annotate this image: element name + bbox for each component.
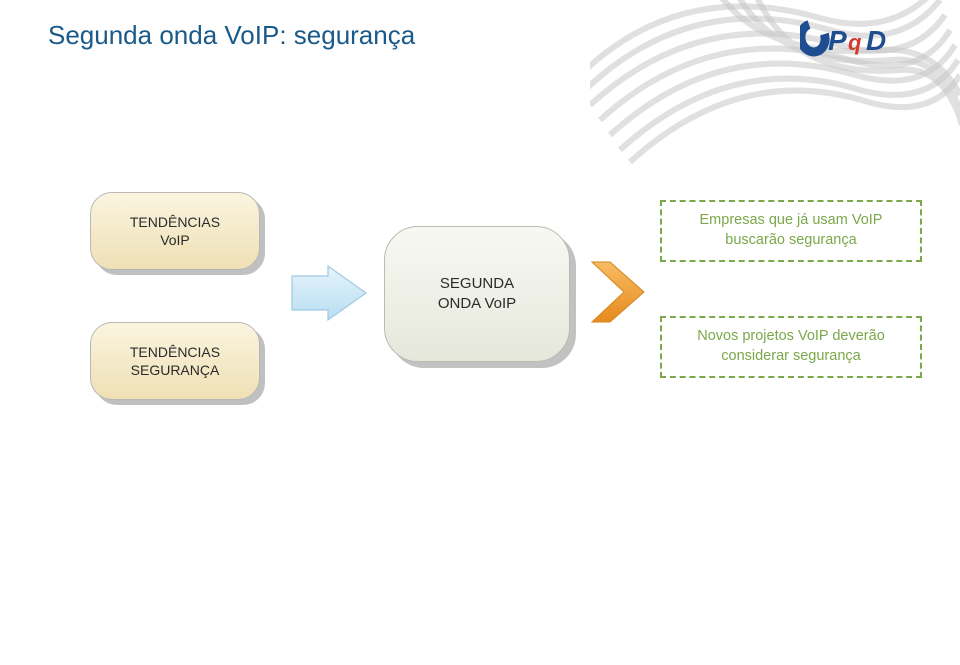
node-output-empresas: Empresas que já usam VoIP buscarão segur… (660, 200, 922, 262)
node-tendencias-voip: TENDÊNCIAS VoIP (90, 192, 260, 270)
svg-text:q: q (848, 30, 862, 55)
svg-text:P: P (828, 25, 847, 56)
arrow-left-block (290, 264, 370, 322)
slide-title: Segunda onda VoIP: segurança (48, 20, 415, 51)
node-tendencias-seguranca: TENDÊNCIAS SEGURANÇA (90, 322, 260, 400)
node-output-novos-projetos: Novos projetos VoIP deverão considerar s… (660, 316, 922, 378)
node-tendencias-seguranca-label: TENDÊNCIAS SEGURANÇA (130, 343, 220, 379)
node-segunda-onda-voip-label: SEGUNDA ONDA VoIP (438, 274, 516, 315)
node-tendencias-voip-label: TENDÊNCIAS VoIP (130, 213, 220, 249)
arrow-right-pointer (588, 258, 648, 326)
node-output-novos-projetos-label: Novos projetos VoIP deverão considerar s… (697, 327, 885, 366)
node-segunda-onda-voip: SEGUNDA ONDA VoIP (384, 226, 570, 362)
cpqd-logo: P q D (800, 18, 920, 64)
node-output-empresas-label: Empresas que já usam VoIP buscarão segur… (700, 211, 883, 250)
svg-text:D: D (866, 25, 886, 56)
